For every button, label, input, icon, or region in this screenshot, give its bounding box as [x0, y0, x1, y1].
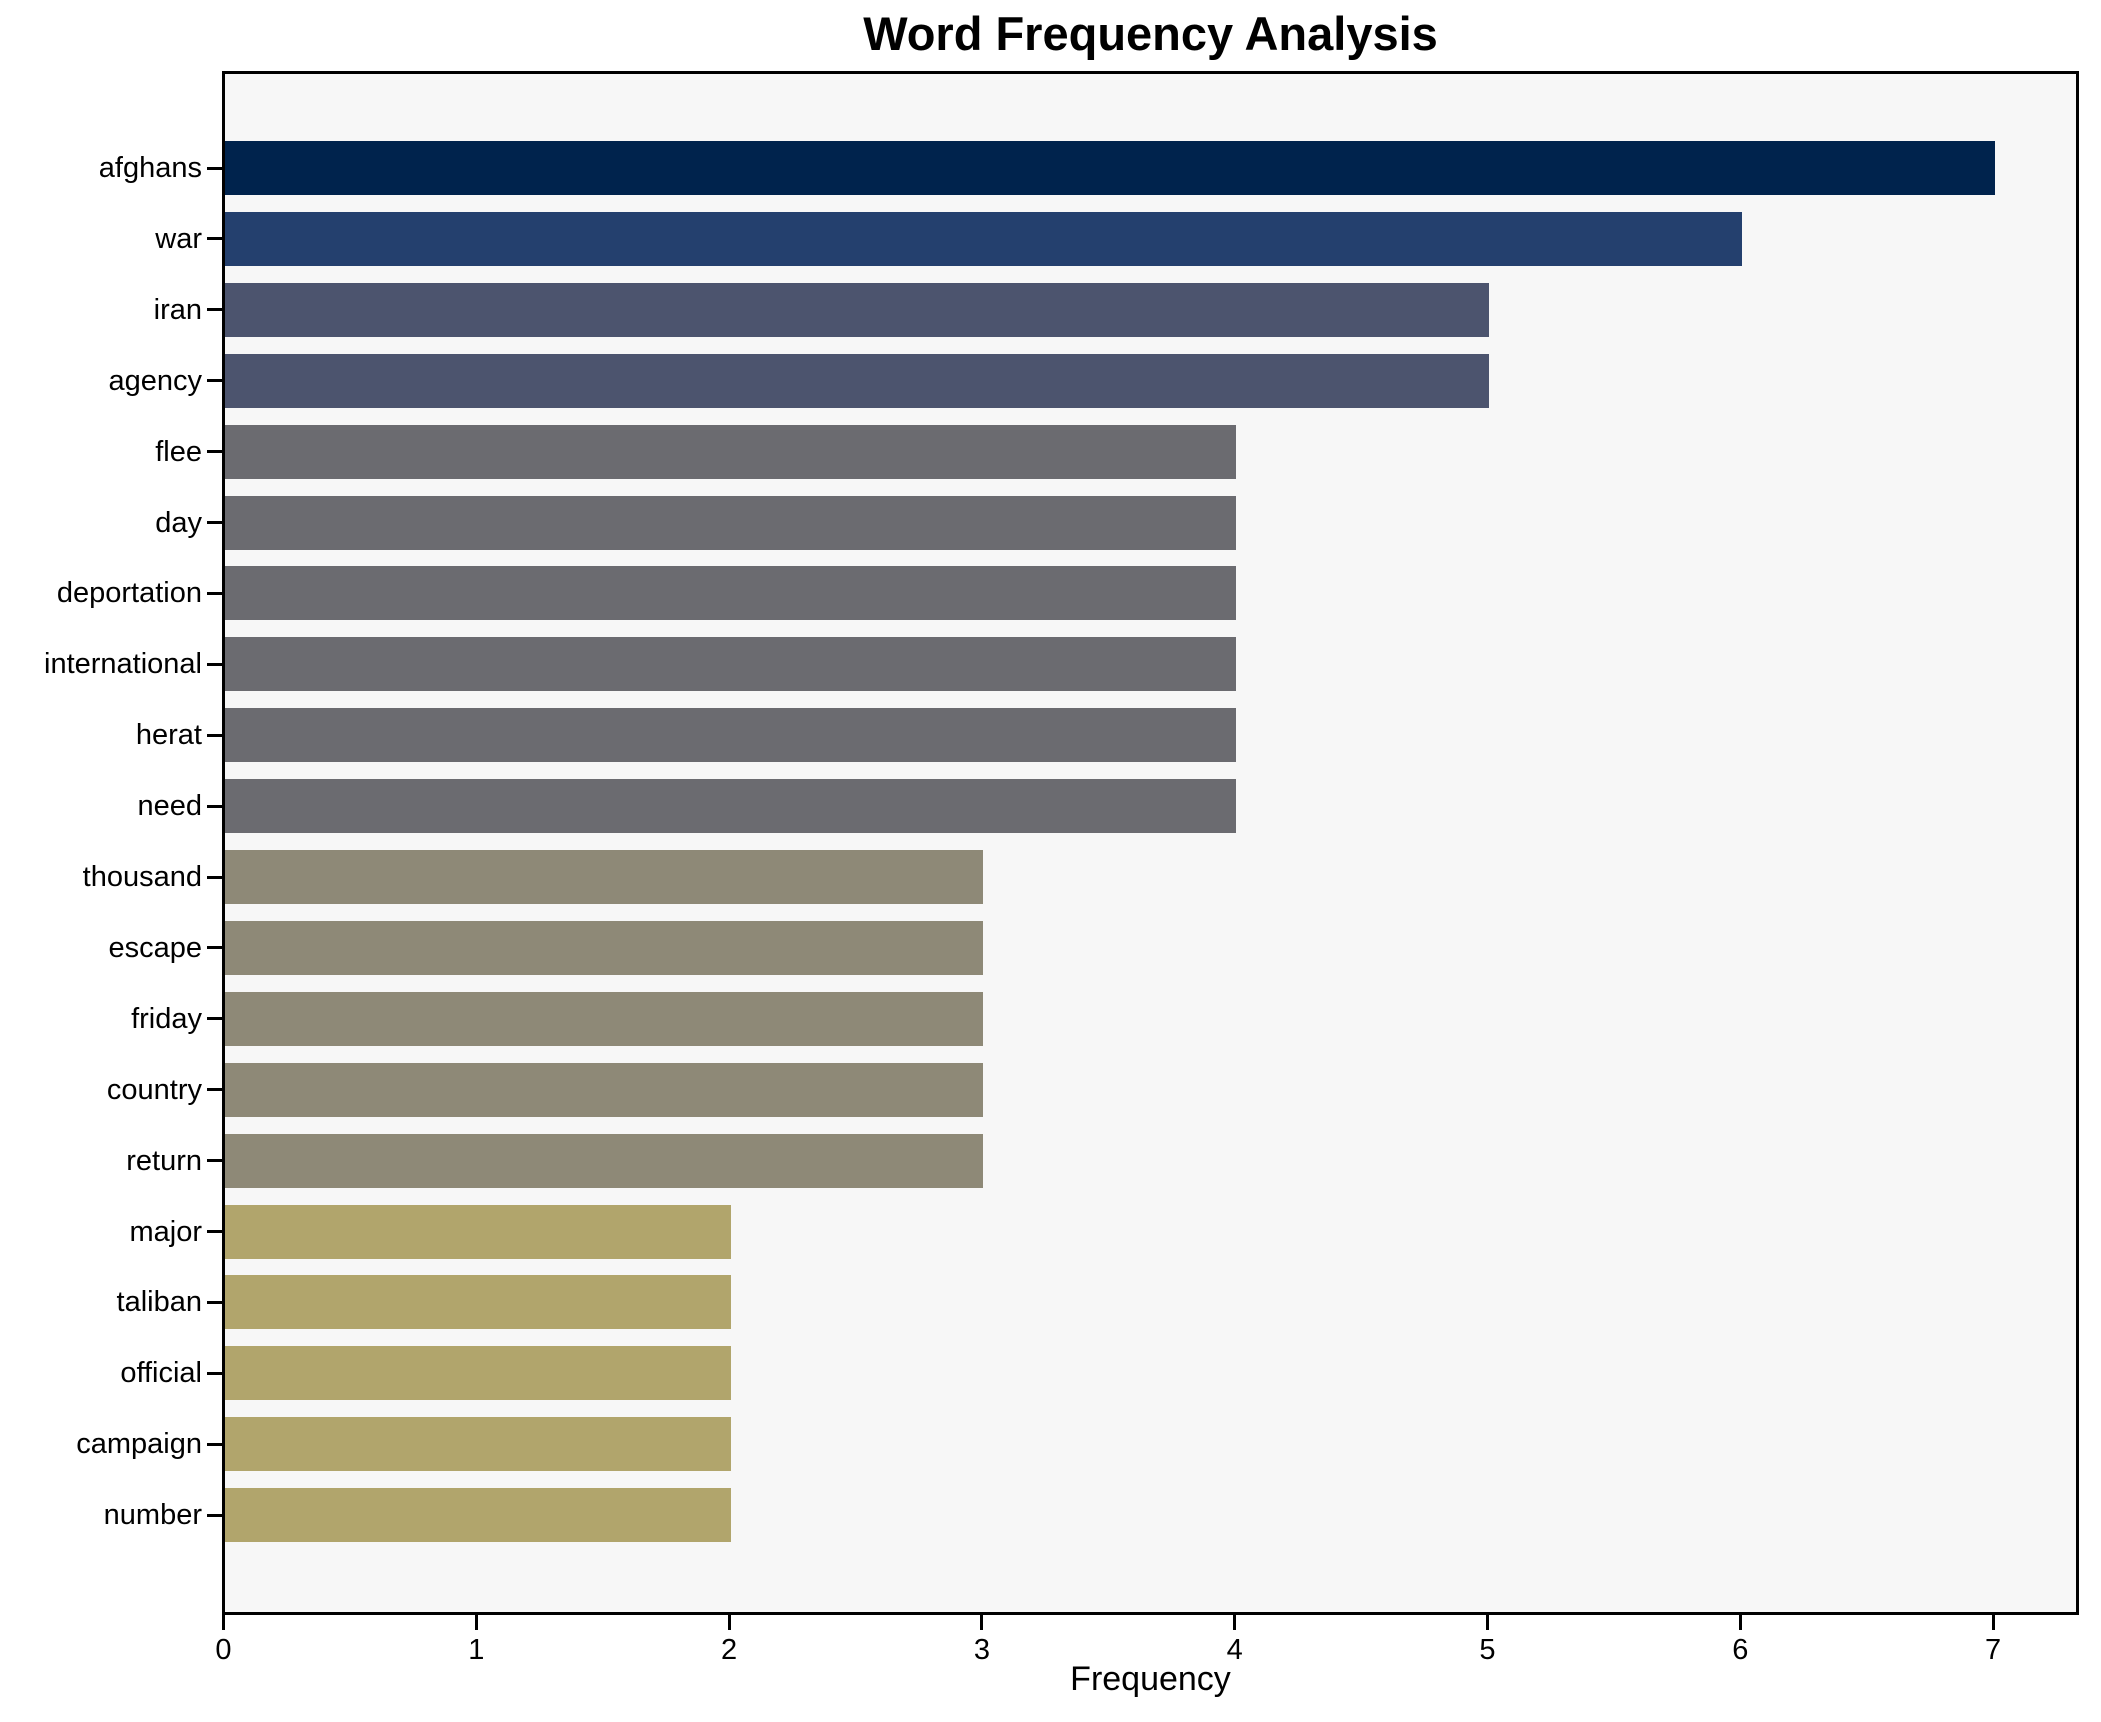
x-tick-mark-7 — [1991, 1615, 1995, 1630]
y-tick-mark-friday — [207, 1017, 222, 1021]
x-tick-label-7: 7 — [1985, 1634, 2002, 1666]
y-tick-mark-need — [207, 804, 222, 808]
bar-major — [225, 1204, 731, 1259]
y-tick-label-need: need — [137, 790, 202, 823]
x-tick-mark-3 — [980, 1615, 984, 1630]
y-tick-mark-agency — [207, 379, 222, 383]
y-tick-mark-taliban — [207, 1300, 222, 1304]
y-tick-label-country: country — [106, 1073, 202, 1106]
y-tick-label-thousand: thousand — [82, 861, 202, 893]
y-tick-label-campaign: campaign — [76, 1428, 202, 1461]
y-tick-label-escape: escape — [108, 931, 202, 964]
bar-herat — [225, 708, 1237, 763]
bar-international — [225, 637, 1237, 692]
y-tick-mark-return — [207, 1159, 222, 1163]
y-tick-mark-iran — [207, 308, 222, 312]
y-tick-label-friday: friday — [131, 1002, 202, 1035]
y-tick-mark-war — [207, 237, 222, 241]
y-tick-label-major: major — [129, 1215, 202, 1248]
x-tick-label-0: 0 — [215, 1634, 232, 1666]
x-tick-mark-2 — [727, 1615, 731, 1630]
bar-day — [225, 495, 1237, 550]
y-tick-mark-official — [207, 1371, 222, 1375]
bar-number — [225, 1488, 731, 1543]
y-tick-label-war: war — [155, 222, 202, 255]
y-tick-mark-day — [207, 521, 222, 524]
bar-need — [225, 779, 1237, 834]
bar-deportation — [225, 566, 1237, 621]
x-tick-mark-6 — [1738, 1615, 1742, 1630]
x-axis-label: Frequency — [1070, 1660, 1231, 1698]
y-tick-label-official: official — [120, 1357, 202, 1390]
y-tick-mark-number — [207, 1513, 222, 1517]
y-tick-label-iran: iran — [153, 293, 202, 326]
x-tick-label-2: 2 — [721, 1634, 738, 1666]
x-tick-label-6: 6 — [1732, 1634, 1749, 1666]
y-tick-mark-herat — [207, 733, 222, 737]
y-tick-label-international: international — [44, 648, 202, 681]
bar-friday — [225, 991, 984, 1046]
bar-escape — [225, 920, 984, 975]
y-tick-label-herat: herat — [135, 719, 202, 752]
x-tick-mark-1 — [474, 1615, 478, 1630]
y-tick-label-agency: agency — [108, 364, 202, 397]
y-tick-mark-deportation — [207, 591, 222, 595]
y-tick-mark-international — [207, 662, 222, 666]
y-tick-mark-afghans — [207, 166, 222, 170]
bar-agency — [225, 353, 1489, 408]
x-tick-mark-0 — [222, 1615, 225, 1630]
x-tick-label-4: 4 — [1226, 1634, 1243, 1666]
x-tick-mark-4 — [1233, 1615, 1237, 1630]
bar-thousand — [225, 850, 984, 904]
y-tick-label-deportation: deportation — [56, 577, 202, 610]
y-tick-label-return: return — [126, 1144, 202, 1177]
bar-war — [225, 211, 1742, 266]
y-tick-mark-escape — [207, 946, 222, 950]
bar-official — [225, 1346, 731, 1401]
y-tick-mark-country — [207, 1088, 222, 1092]
x-tick-label-3: 3 — [973, 1634, 990, 1666]
y-tick-mark-major — [207, 1230, 222, 1233]
y-tick-label-afghans: afghans — [98, 152, 202, 184]
y-tick-mark-flee — [207, 450, 222, 454]
y-tick-label-taliban: taliban — [116, 1286, 202, 1319]
bar-campaign — [225, 1417, 731, 1472]
bar-country — [225, 1062, 984, 1117]
bar-afghans — [225, 141, 1995, 195]
y-tick-mark-campaign — [207, 1442, 222, 1446]
y-tick-mark-thousand — [207, 875, 222, 879]
y-tick-label-day: day — [155, 506, 202, 539]
y-tick-label-number: number — [103, 1499, 202, 1532]
x-tick-mark-5 — [1486, 1615, 1489, 1630]
x-tick-label-5: 5 — [1479, 1634, 1496, 1666]
bar-taliban — [225, 1275, 731, 1330]
y-tick-label-flee: flee — [155, 435, 202, 468]
bar-flee — [225, 424, 1237, 479]
bar-return — [225, 1133, 984, 1188]
chart-title: Word Frequency Analysis — [863, 7, 1438, 60]
plot-area — [222, 71, 2079, 1615]
x-tick-label-1: 1 — [468, 1634, 485, 1666]
bar-iran — [225, 282, 1489, 337]
